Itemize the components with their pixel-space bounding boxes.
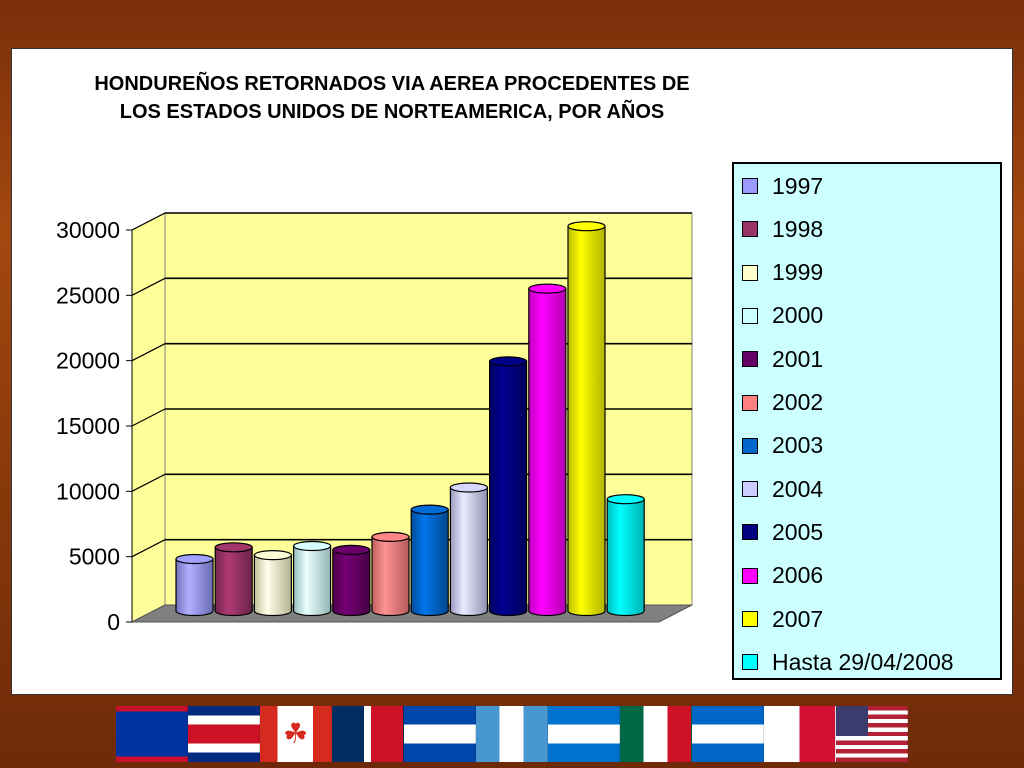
legend-swatch [742, 481, 758, 498]
legend-label: 2004 [772, 475, 824, 502]
legend-item: 1999 [742, 259, 824, 286]
legend-label: 2005 [772, 518, 824, 545]
gridline-side [131, 408, 166, 427]
costa-rica-flag [188, 706, 260, 762]
bar-top-1999 [253, 550, 292, 561]
gridline-side [131, 277, 166, 296]
bar-2005 [489, 360, 528, 617]
guatemala-flag [476, 706, 548, 762]
bar-2007 [567, 225, 606, 617]
bar-1997 [175, 558, 214, 617]
legend-label: 2007 [772, 605, 824, 632]
bar-top-2006 [528, 283, 567, 294]
legend-item: 2001 [742, 345, 824, 372]
el-salvador-flag [404, 706, 476, 762]
legend-label: 1998 [772, 215, 824, 242]
panama-flag [764, 706, 836, 762]
chart-title: HONDUREÑOS RETORNADOS VIA AEREA PROCEDEN… [12, 70, 772, 126]
legend-swatch [742, 394, 758, 411]
bar-top-Hasta 29/04/2008 [606, 494, 645, 505]
legend-swatch [742, 351, 758, 368]
bar-top-1997 [175, 553, 214, 565]
gridline-side [131, 343, 166, 362]
usa-flag [836, 706, 908, 762]
dominican-republic-flag [332, 706, 404, 762]
bar-2002 [371, 536, 410, 617]
bar-2006 [528, 288, 567, 617]
bar-top-2001 [332, 544, 371, 555]
bar-Hasta 29/04/2008 [606, 498, 645, 617]
y-tick-label: 5000 [69, 544, 120, 570]
y-tick-label: 20000 [56, 348, 120, 374]
legend-swatch [742, 221, 758, 238]
legend-item: 2006 [742, 562, 824, 589]
legend-swatch [742, 307, 758, 324]
gridline-side [131, 212, 166, 231]
flag-strip: ☘ [116, 706, 908, 762]
legend-label: Hasta 29/04/2008 [772, 648, 954, 675]
maple-leaf-icon: ☘ [282, 718, 309, 749]
legend-item: Hasta 29/04/2008 [742, 648, 954, 675]
bar-top-2000 [293, 540, 332, 552]
legend-swatch [742, 567, 758, 584]
chart-title-line-2: LOS ESTADOS UNIDOS DE NORTEAMERICA, POR … [119, 101, 665, 123]
chart-legend: 1997 1998 1999 2000 2001 2002 2003 2004 2005 2006… [732, 162, 1002, 680]
gridline-side [131, 473, 166, 492]
y-tick-label: 0 [107, 609, 120, 635]
nicaragua-flag [692, 706, 764, 762]
usa-flag-canton [836, 706, 868, 737]
bar-top-2004 [449, 482, 488, 493]
bar-top-2007 [567, 221, 606, 232]
legend-swatch [742, 611, 758, 627]
bar-2001 [332, 549, 371, 617]
legend-item: 2007 [742, 605, 824, 632]
legend-label: 2003 [772, 432, 824, 459]
y-tick-label: 30000 [56, 217, 120, 243]
legend-label: 1999 [772, 259, 824, 286]
bar-2003 [410, 509, 449, 617]
mexico-flag [620, 706, 692, 762]
y-tick-label: 10000 [56, 478, 120, 504]
slide-panel: 30000 25000 20000 15000 10000 5000 0 HONDUREÑO… [11, 48, 1013, 695]
legend-label: 1997 [772, 172, 824, 199]
legend-swatch [742, 524, 758, 541]
bar-chart: 30000 25000 20000 15000 10000 5000 0 [56, 212, 693, 635]
legend-item: 2003 [742, 432, 824, 459]
honduras-flag [548, 706, 620, 762]
legend-swatch [742, 264, 758, 281]
legend-label: 2006 [772, 562, 824, 589]
legend-label: 2002 [772, 389, 824, 415]
legend-item: 1997 [742, 172, 824, 199]
bar-1998 [214, 546, 253, 617]
canada-flag: ☘ [260, 706, 332, 762]
bar-2004 [449, 486, 488, 617]
legend-label: 2001 [772, 345, 824, 372]
bar-top-2002 [371, 531, 410, 542]
y-tick-label: 15000 [56, 413, 120, 439]
gridline-side [131, 539, 166, 558]
legend-item: 2005 [742, 518, 824, 545]
legend-swatch [742, 654, 758, 671]
belize-flag [116, 706, 188, 762]
bar-top-2005 [489, 356, 528, 367]
y-tick-label: 25000 [56, 282, 120, 308]
bar-1999 [253, 554, 292, 617]
legend-swatch [742, 437, 758, 454]
legend-item: 2002 [742, 389, 824, 415]
legend-item: 2004 [742, 475, 824, 502]
chart-title-line-1: HONDUREÑOS RETORNADOS VIA AEREA PROCEDEN… [94, 73, 690, 95]
legend-swatch [742, 178, 758, 194]
bar-top-2003 [410, 504, 449, 515]
legend-label: 2000 [772, 302, 824, 329]
bar-top-1998 [214, 542, 253, 553]
legend-item: 1998 [742, 215, 824, 242]
bar-2000 [293, 545, 332, 617]
legend-item: 2000 [742, 302, 824, 329]
